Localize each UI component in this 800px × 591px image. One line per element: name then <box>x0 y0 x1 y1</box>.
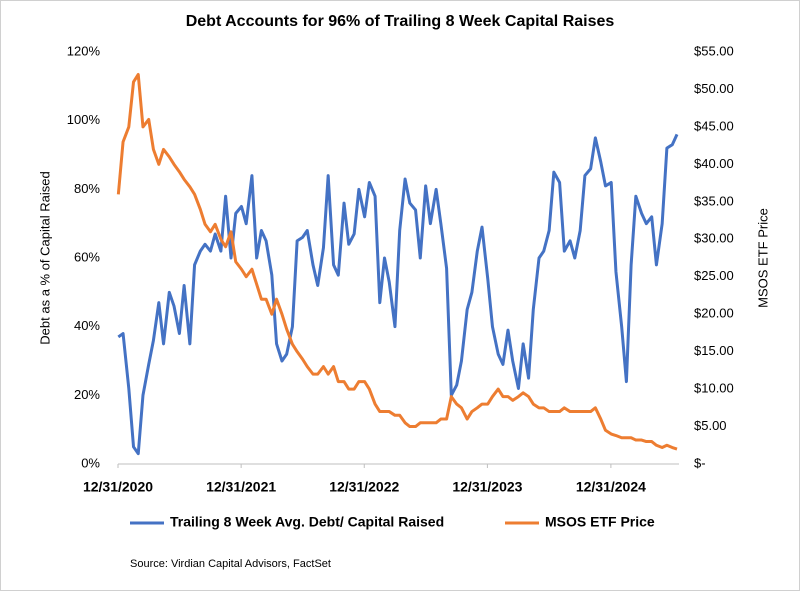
y-axis-title: Debt as a % of Capital Raised <box>37 171 52 344</box>
y2-axis-title: MSOS ETF Price <box>755 208 770 308</box>
y-tick-label: 20% <box>74 387 100 402</box>
y-tick-label: 120% <box>67 43 101 58</box>
legend-label: Trailing 8 Week Avg. Debt/ Capital Raise… <box>170 514 444 530</box>
x-tick-label: 12/31/2021 <box>206 479 276 495</box>
series-line <box>116 72 678 451</box>
x-tick-label: 12/31/2022 <box>329 479 399 495</box>
y2-tick-label: $- <box>694 455 706 470</box>
y2-tick-label: $15.00 <box>694 343 734 358</box>
x-tick-label: 12/31/2020 <box>83 479 153 495</box>
legend-label: MSOS ETF Price <box>545 514 655 530</box>
chart-title: Debt Accounts for 96% of Trailing 8 Week… <box>186 13 615 30</box>
y2-tick-label: $45.00 <box>694 118 734 133</box>
y2-tick-label: $35.00 <box>694 193 734 208</box>
y2-tick-label: $55.00 <box>694 43 734 58</box>
y2-tick-label: $25.00 <box>694 268 734 283</box>
y-tick-label: 60% <box>74 249 100 264</box>
y2-tick-label: $20.00 <box>694 306 734 321</box>
y-tick-label: 0% <box>81 455 100 470</box>
source-note: Source: Virdian Capital Advisors, FactSe… <box>130 558 331 570</box>
series-line <box>117 133 679 456</box>
y2-tick-label: $5.00 <box>694 418 727 433</box>
y-tick-label: 100% <box>67 112 101 127</box>
x-tick-label: 12/31/2024 <box>576 479 646 495</box>
y2-tick-label: $10.00 <box>694 381 734 396</box>
y2-tick-label: $50.00 <box>694 81 734 96</box>
y2-tick-label: $30.00 <box>694 231 734 246</box>
y-tick-label: 80% <box>74 181 100 196</box>
y2-tick-label: $40.00 <box>694 156 734 171</box>
x-tick-label: 12/31/2023 <box>452 479 522 495</box>
y-tick-label: 40% <box>74 318 100 333</box>
